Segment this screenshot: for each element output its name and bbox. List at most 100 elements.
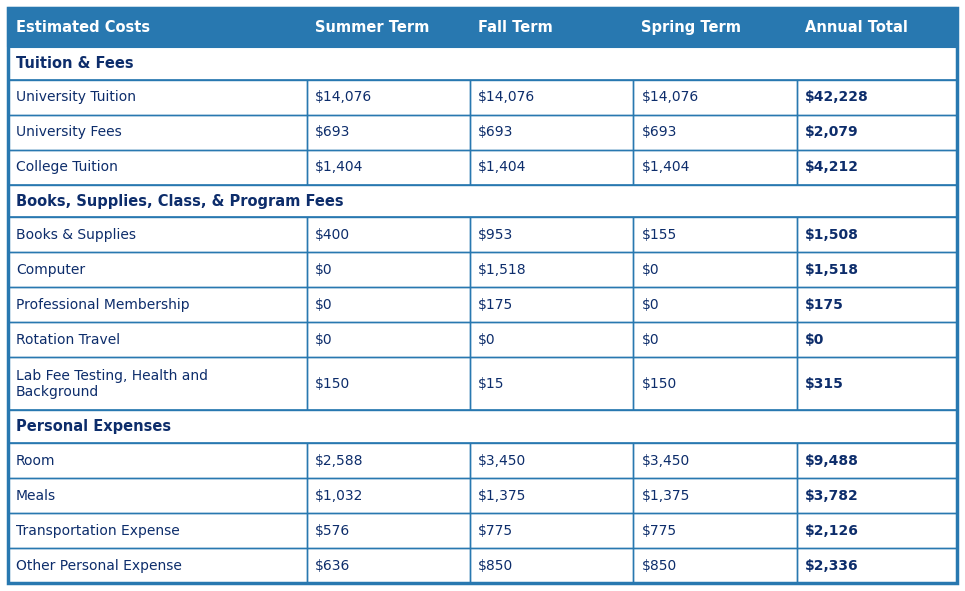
Bar: [797, 478, 957, 513]
Bar: [8, 357, 307, 411]
Text: $42,228: $42,228: [805, 90, 868, 105]
Bar: [307, 150, 470, 184]
Bar: [470, 357, 633, 411]
Text: $150: $150: [315, 377, 350, 391]
Text: $2,079: $2,079: [805, 125, 858, 139]
Text: Books, Supplies, Class, & Program Fees: Books, Supplies, Class, & Program Fees: [16, 193, 344, 209]
Bar: [470, 150, 633, 184]
Bar: [797, 287, 957, 322]
Bar: [470, 513, 633, 548]
Bar: [8, 513, 307, 548]
Bar: [8, 80, 307, 115]
Bar: [470, 443, 633, 478]
Text: Room: Room: [16, 454, 56, 468]
Bar: [8, 47, 957, 80]
Bar: [307, 322, 470, 357]
Bar: [470, 252, 633, 287]
Text: $175: $175: [479, 298, 513, 311]
Bar: [633, 217, 797, 252]
Text: $693: $693: [479, 125, 513, 139]
Text: Tuition & Fees: Tuition & Fees: [16, 56, 133, 71]
Text: $0: $0: [642, 333, 659, 347]
Text: $850: $850: [479, 558, 513, 573]
Text: $15: $15: [479, 377, 505, 391]
Text: Summer Term: Summer Term: [315, 20, 429, 35]
Text: $850: $850: [642, 558, 676, 573]
Text: $1,375: $1,375: [642, 489, 690, 503]
Text: Books & Supplies: Books & Supplies: [16, 228, 136, 242]
Text: $2,336: $2,336: [805, 558, 858, 573]
Text: $3,450: $3,450: [642, 454, 690, 468]
Bar: [633, 478, 797, 513]
Text: $3,782: $3,782: [805, 489, 859, 503]
Bar: [307, 80, 470, 115]
Bar: [8, 115, 307, 150]
Text: $576: $576: [315, 524, 350, 538]
Text: $315: $315: [805, 377, 843, 391]
Bar: [8, 548, 307, 583]
Bar: [8, 252, 307, 287]
Text: Lab Fee Testing, Health and
Background: Lab Fee Testing, Health and Background: [16, 369, 208, 399]
Text: Professional Membership: Professional Membership: [16, 298, 190, 311]
Text: $775: $775: [642, 524, 676, 538]
Bar: [470, 217, 633, 252]
Text: $150: $150: [642, 377, 676, 391]
Text: $0: $0: [479, 333, 496, 347]
Bar: [797, 8, 957, 47]
Bar: [307, 217, 470, 252]
Bar: [633, 357, 797, 411]
Bar: [797, 252, 957, 287]
Bar: [470, 287, 633, 322]
Text: College Tuition: College Tuition: [16, 160, 118, 174]
Bar: [633, 150, 797, 184]
Bar: [8, 8, 307, 47]
Bar: [8, 150, 307, 184]
Text: $2,126: $2,126: [805, 524, 859, 538]
Text: $14,076: $14,076: [479, 90, 536, 105]
Text: $0: $0: [315, 333, 333, 347]
Text: $1,404: $1,404: [479, 160, 527, 174]
Bar: [797, 513, 957, 548]
Text: Estimated Costs: Estimated Costs: [16, 20, 151, 35]
Bar: [307, 357, 470, 411]
Bar: [307, 548, 470, 583]
Bar: [8, 478, 307, 513]
Text: University Tuition: University Tuition: [16, 90, 136, 105]
Text: Personal Expenses: Personal Expenses: [16, 420, 171, 434]
Bar: [797, 115, 957, 150]
Bar: [633, 322, 797, 357]
Text: Computer: Computer: [16, 263, 85, 277]
Text: $0: $0: [315, 298, 333, 311]
Text: $1,375: $1,375: [479, 489, 527, 503]
Text: $9,488: $9,488: [805, 454, 859, 468]
Text: $693: $693: [642, 125, 676, 139]
Bar: [307, 252, 470, 287]
Text: $155: $155: [642, 228, 676, 242]
Bar: [797, 322, 957, 357]
Bar: [633, 287, 797, 322]
Bar: [8, 322, 307, 357]
Text: Meals: Meals: [16, 489, 56, 503]
Bar: [470, 80, 633, 115]
Text: $953: $953: [479, 228, 513, 242]
Bar: [470, 548, 633, 583]
Text: University Fees: University Fees: [16, 125, 122, 139]
Bar: [470, 8, 633, 47]
Text: $14,076: $14,076: [315, 90, 372, 105]
Text: $1,518: $1,518: [805, 263, 859, 277]
Text: $4,212: $4,212: [805, 160, 859, 174]
Text: Spring Term: Spring Term: [642, 20, 741, 35]
Text: $3,450: $3,450: [479, 454, 527, 468]
Bar: [8, 411, 957, 443]
Text: $0: $0: [315, 263, 333, 277]
Bar: [470, 115, 633, 150]
Bar: [8, 184, 957, 217]
Text: $1,404: $1,404: [642, 160, 690, 174]
Text: $0: $0: [642, 263, 659, 277]
Text: Rotation Travel: Rotation Travel: [16, 333, 120, 347]
Bar: [470, 322, 633, 357]
Bar: [307, 443, 470, 478]
Bar: [633, 115, 797, 150]
Bar: [8, 287, 307, 322]
Text: $0: $0: [805, 333, 824, 347]
